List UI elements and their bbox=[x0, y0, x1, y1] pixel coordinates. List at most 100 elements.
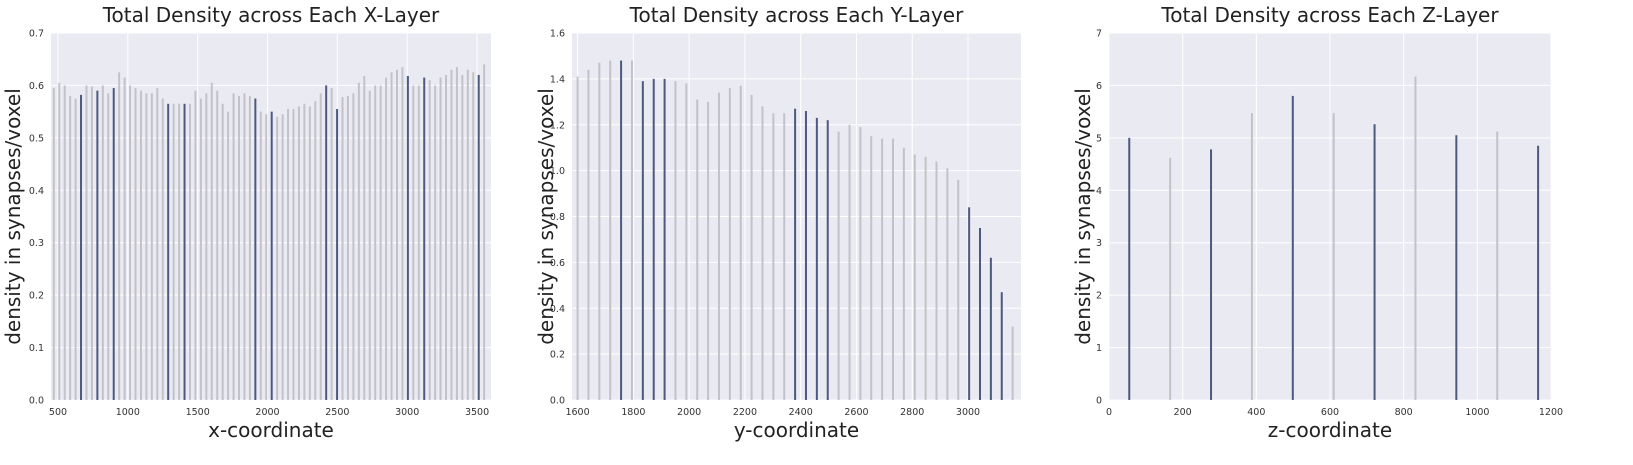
bar bbox=[172, 103, 175, 401]
bar bbox=[417, 85, 420, 400]
y-tick-label: 0.6 bbox=[550, 258, 565, 269]
z-layer-density-chart: 0 1 2 3 4 5 6 7 0 200 400 600 800 1000 1200 Total Densi… bbox=[1071, 0, 1633, 465]
y-tick-label: 4 bbox=[1096, 186, 1102, 197]
bar bbox=[254, 98, 257, 401]
bar bbox=[837, 131, 840, 400]
bar bbox=[129, 85, 132, 400]
bar bbox=[483, 64, 486, 400]
bar bbox=[445, 74, 448, 400]
bar bbox=[957, 179, 960, 400]
bar bbox=[663, 78, 666, 400]
bar bbox=[314, 101, 317, 401]
bar bbox=[161, 98, 164, 401]
y-tick-label: 3 bbox=[1096, 238, 1102, 249]
bar bbox=[1128, 137, 1131, 400]
x-tick-label: 2800 bbox=[900, 407, 924, 418]
bar bbox=[815, 117, 818, 401]
bar bbox=[739, 85, 742, 400]
y-tick-label: 1.0 bbox=[550, 166, 565, 177]
bar bbox=[804, 110, 807, 401]
bar bbox=[641, 81, 644, 400]
bar bbox=[167, 103, 170, 401]
y-tick-label: 0.8 bbox=[550, 212, 565, 223]
bar bbox=[434, 85, 437, 400]
bar bbox=[450, 69, 453, 400]
bar bbox=[412, 85, 415, 400]
bar bbox=[52, 88, 55, 401]
bar bbox=[232, 93, 235, 401]
bar bbox=[1169, 157, 1172, 400]
bar bbox=[696, 99, 699, 401]
y-axis-label: density in synapses/voxel bbox=[1, 88, 25, 345]
bar bbox=[139, 90, 142, 401]
x-tick-label: 0 bbox=[1106, 407, 1112, 418]
bar bbox=[1011, 326, 1014, 400]
y-tick-label: 1.6 bbox=[550, 29, 565, 40]
bar bbox=[1455, 135, 1458, 400]
bar bbox=[63, 85, 66, 400]
y-layer-density-chart: 0.0 0.2 0.4 0.6 0.8 1.0 1.2 1.4 1.6 1600 1800 2000 2… bbox=[533, 0, 1078, 465]
bar bbox=[379, 85, 382, 400]
bar bbox=[685, 83, 688, 401]
bar bbox=[74, 98, 77, 401]
bar bbox=[707, 101, 710, 400]
bar bbox=[199, 98, 202, 401]
x-tick-label: 1500 bbox=[186, 407, 210, 418]
bar bbox=[423, 77, 426, 401]
bar bbox=[336, 109, 339, 401]
bar bbox=[609, 60, 612, 401]
bar bbox=[395, 69, 398, 400]
bar bbox=[248, 95, 251, 401]
bar bbox=[870, 136, 873, 400]
bar bbox=[352, 93, 355, 401]
x-axis-label: z-coordinate bbox=[1268, 418, 1392, 442]
bar bbox=[101, 85, 104, 400]
bar bbox=[1000, 292, 1003, 400]
bar bbox=[1373, 124, 1376, 401]
chart-title: Total Density across Each Z-Layer bbox=[1160, 3, 1499, 27]
bar bbox=[652, 78, 655, 400]
bar bbox=[292, 109, 295, 401]
x-tick-label: 2000 bbox=[677, 407, 701, 418]
z-layer-chart-svg: 0 1 2 3 4 5 6 7 0 200 400 600 800 1000 1200 Total Densi… bbox=[1071, 3, 1563, 442]
y-tick-label: 1.4 bbox=[550, 74, 565, 85]
y-tick-label: 0.3 bbox=[29, 238, 44, 249]
bar bbox=[924, 156, 927, 400]
bar bbox=[979, 227, 982, 400]
x-tick-label: 800 bbox=[1395, 407, 1413, 418]
bar bbox=[674, 81, 677, 400]
y-tick-label: 0.2 bbox=[29, 291, 44, 302]
x-tick-label: 600 bbox=[1321, 407, 1339, 418]
bar bbox=[783, 113, 786, 400]
bar bbox=[1210, 149, 1213, 400]
x-tick-label: 3000 bbox=[956, 407, 980, 418]
bar bbox=[123, 77, 126, 401]
bar bbox=[227, 111, 230, 401]
bar bbox=[145, 93, 148, 401]
bar bbox=[390, 72, 393, 401]
bar bbox=[90, 86, 93, 400]
y-tick-label: 0.1 bbox=[29, 343, 44, 354]
bar bbox=[1291, 95, 1294, 401]
bar bbox=[794, 108, 797, 400]
y-tick-label: 0.5 bbox=[29, 133, 44, 144]
bar bbox=[717, 92, 720, 400]
bar bbox=[428, 80, 431, 400]
bar bbox=[1250, 113, 1253, 401]
bar bbox=[303, 103, 306, 401]
x-tick-label: 1800 bbox=[621, 407, 645, 418]
bar bbox=[374, 85, 377, 400]
y-tick-label: 5 bbox=[1096, 133, 1102, 144]
y-tick-label: 7 bbox=[1096, 29, 1102, 40]
bar bbox=[330, 88, 333, 401]
y-axis-label: density in synapses/voxel bbox=[534, 88, 558, 345]
bar bbox=[461, 74, 464, 400]
bar bbox=[1496, 131, 1499, 400]
x-tick-label: 1200 bbox=[1539, 407, 1563, 418]
y-tick-label: 0.0 bbox=[550, 396, 565, 407]
bar bbox=[968, 207, 971, 400]
bar bbox=[107, 93, 110, 401]
y-layer-chart-svg: 0.0 0.2 0.4 0.6 0.8 1.0 1.2 1.4 1.6 1600 1800 2000 2… bbox=[534, 3, 1021, 442]
bar bbox=[406, 75, 409, 401]
bar bbox=[891, 138, 894, 400]
